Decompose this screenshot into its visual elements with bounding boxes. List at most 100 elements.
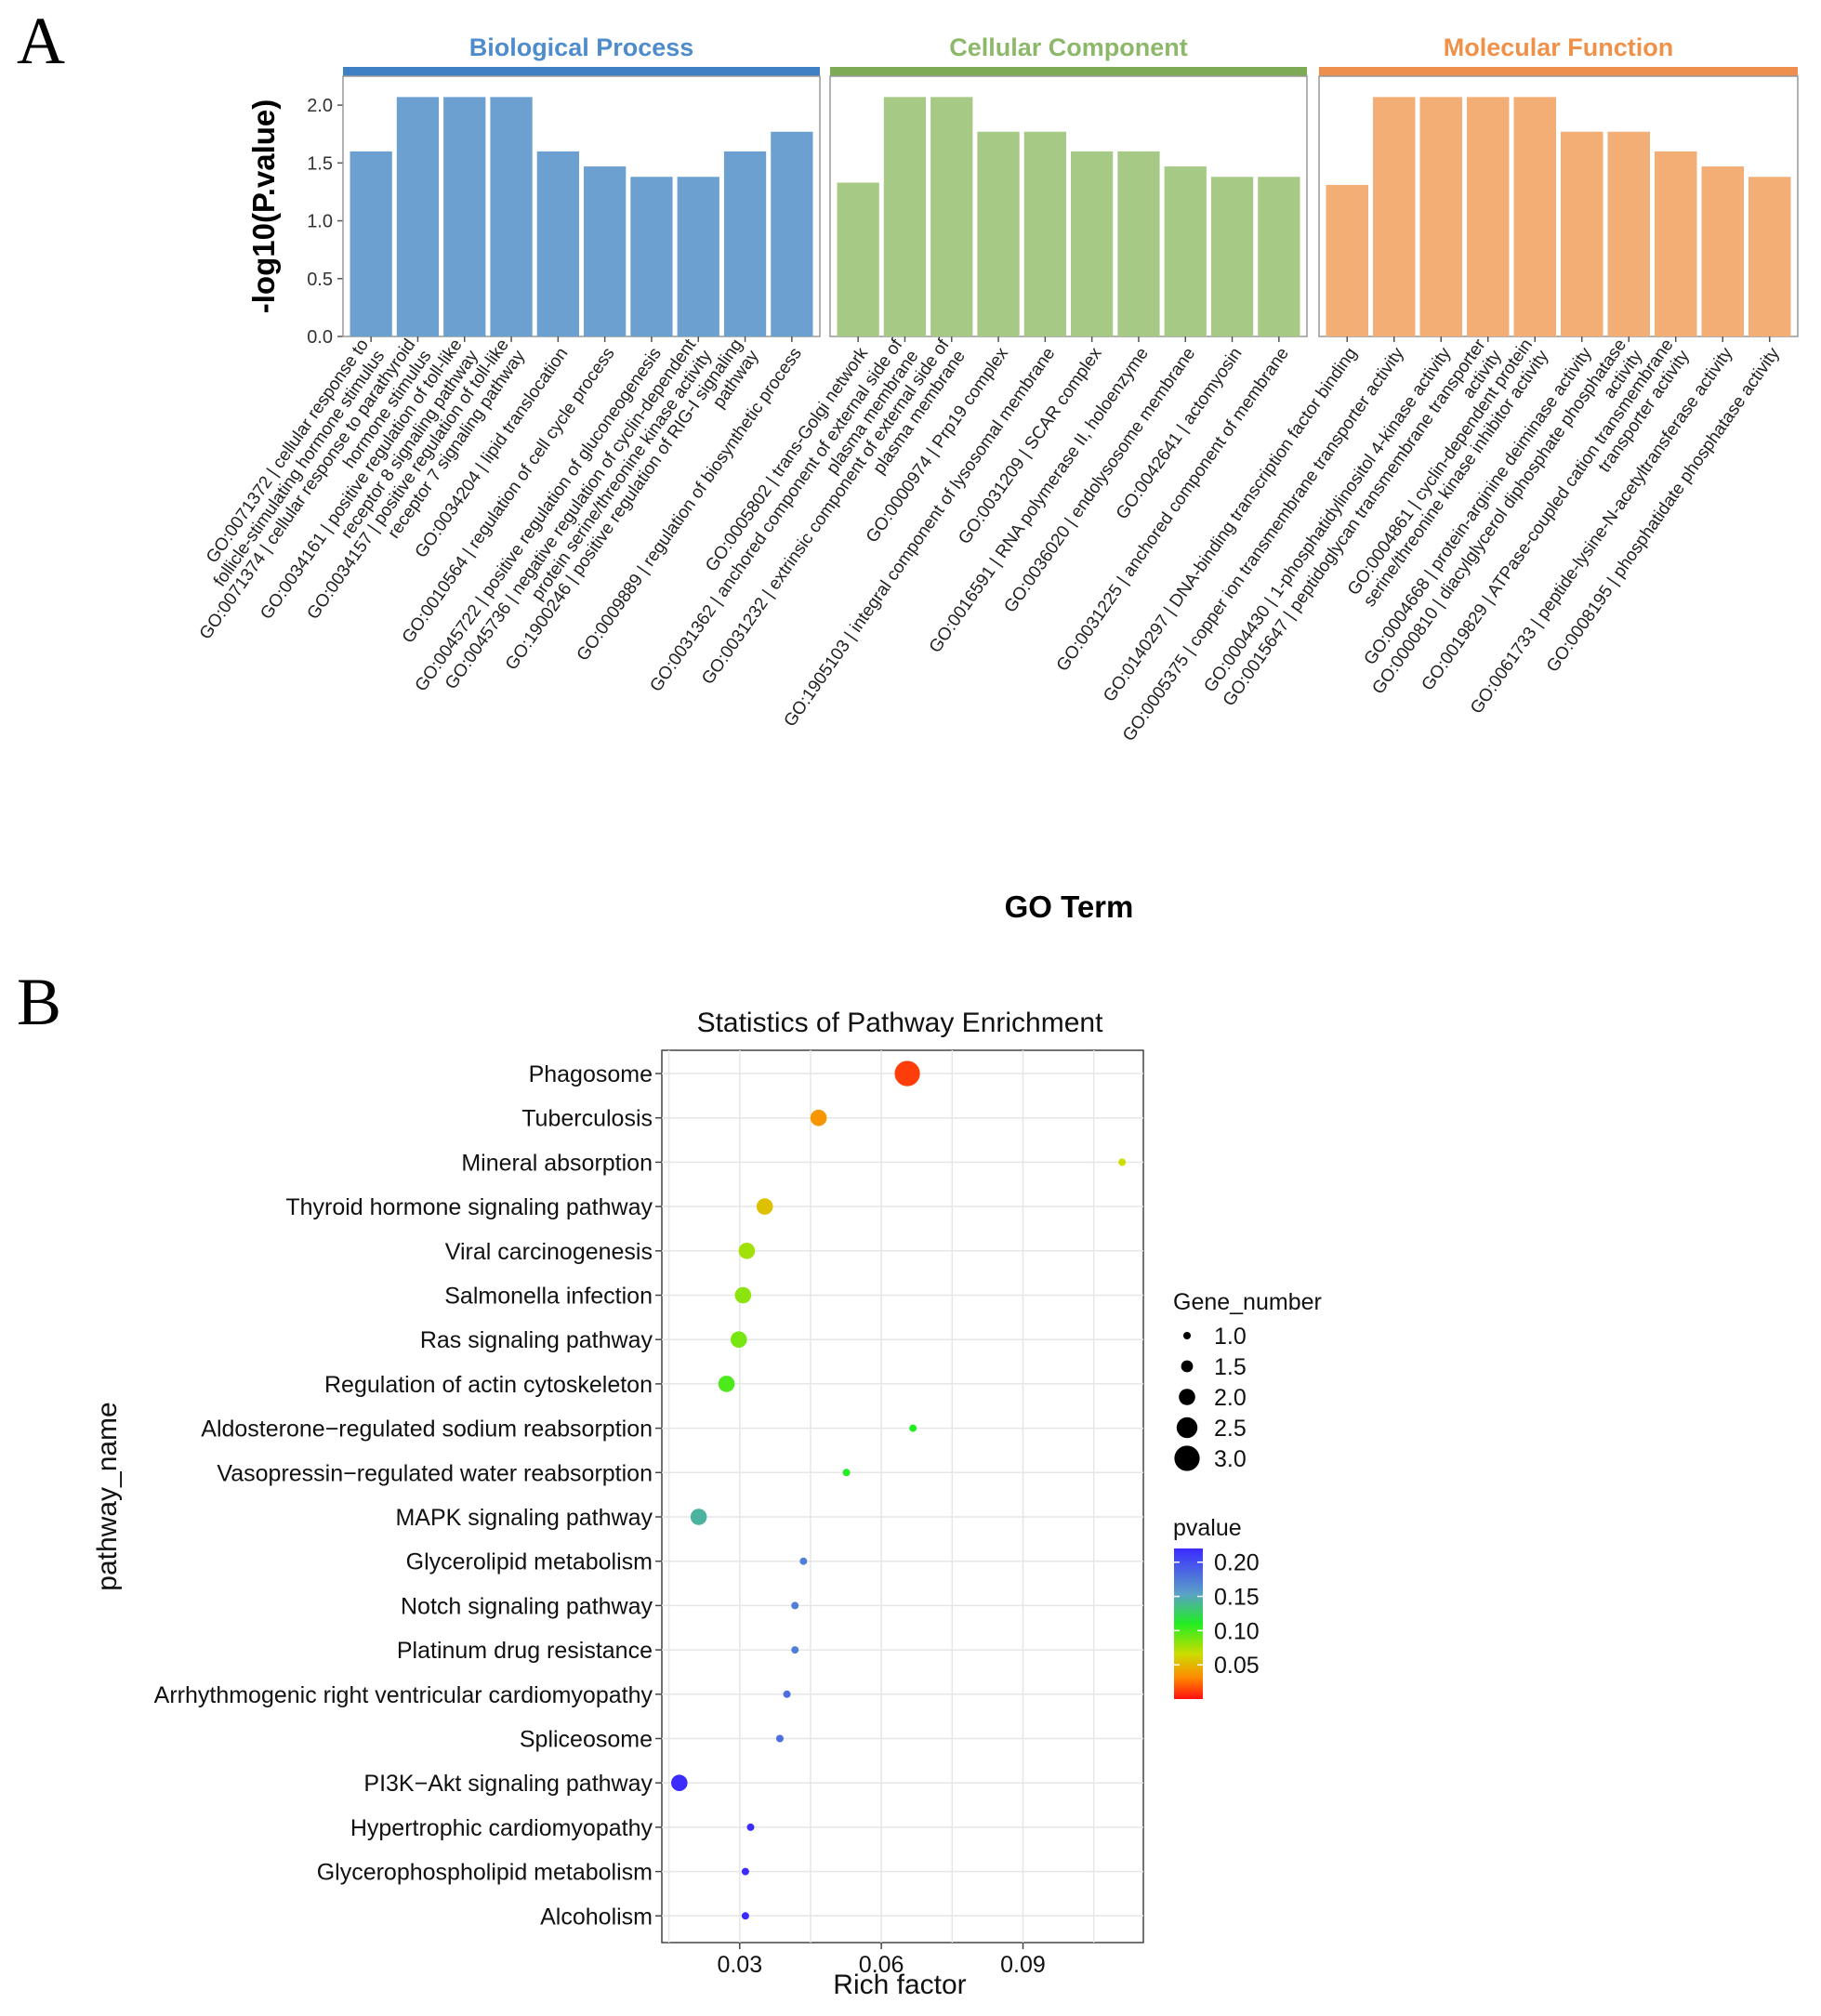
panel-letter-b: B [17, 965, 61, 1039]
bar [1513, 97, 1556, 337]
size-legend-items: 1.0 1.5 2.0 2.5 3.0 [1174, 1324, 1247, 1472]
color-legend-label: 0.20 [1214, 1550, 1260, 1576]
bar [837, 182, 879, 336]
pathway-label: Thyroid hormone signaling pathway [285, 1194, 653, 1220]
pathway-label: Spliceosome [520, 1727, 653, 1753]
color-legend-label: 0.10 [1214, 1618, 1260, 1644]
bar [1071, 151, 1114, 336]
pathway-label: Phagosome [529, 1061, 653, 1087]
pathway-label: Hypertrophic cardiomyopathy [350, 1815, 653, 1841]
go-enrichment-bar-chart: A -log10(P.value) 0.0 0.5 1.0 1.5 2.0 Biolog… [17, 4, 1799, 924]
bubble-salmonella-infection [734, 1286, 752, 1304]
bubble-spliceosome [775, 1734, 784, 1743]
bubble-aldosterone-regulated-sodium-reabsorption [909, 1424, 917, 1432]
pathway-label: Viral carcinogenesis [445, 1239, 653, 1265]
bubble-phagosome [894, 1061, 920, 1087]
panel-letter-a: A [17, 4, 65, 78]
bubble-ras-signaling-pathway [730, 1331, 747, 1348]
pathway-label: PI3K−Akt signaling pathway [363, 1771, 653, 1797]
bar [1373, 97, 1416, 337]
bubble-notch-signaling-pathway [791, 1601, 799, 1610]
x-axis-ticks-b: 0.03 0.06 0.09 [717, 1943, 1046, 1978]
bubble-glycerolipid-metabolism [799, 1557, 808, 1565]
y-tick-label-a: 0.5 [307, 270, 333, 290]
facet-strip [343, 67, 820, 76]
bubbles [670, 1061, 1127, 1920]
size-legend: Gene_number 1.0 1.5 2.0 2.5 3.0 [1173, 1289, 1322, 1472]
size-legend-label: 2.0 [1214, 1385, 1247, 1411]
facet-strip [830, 67, 1307, 76]
bubble-alcoholism [741, 1912, 749, 1920]
bubble-arrhythmogenic-right-ventricular-cardiomyopathy [783, 1690, 791, 1698]
bar [1258, 177, 1300, 336]
size-legend-label: 1.5 [1214, 1354, 1247, 1380]
color-legend-ticks: 0.20 0.15 0.10 0.05 [1174, 1550, 1260, 1679]
size-legend-dot [1174, 1445, 1200, 1471]
size-legend-label: 1.0 [1214, 1324, 1247, 1350]
bar [350, 151, 392, 336]
pathway-label: Arrhythmogenic right ventricular cardiom… [154, 1682, 653, 1708]
bubble-pi3k-akt-signaling-pathway [670, 1774, 688, 1791]
pathway-label: Glycerophospholipid metabolism [317, 1860, 653, 1886]
pathway-label: Alcoholism [540, 1904, 653, 1930]
bar [536, 151, 579, 336]
x-tick-label-a: GO:0016591 | RNA polymerase II, holoenzy… [926, 344, 1153, 656]
pathway-labels: Phagosome Tuberculosis Mineral absorption T… [154, 1061, 662, 1930]
x-tick-label-line: GO:0016591 | RNA polymerase II, holoenzy… [926, 344, 1153, 656]
x-tick-label-b: 0.09 [1000, 1952, 1046, 1978]
y-axis-ticks-a: 0.0 0.5 1.0 1.5 2.0 [307, 96, 343, 348]
facet-title: Biological Process [469, 33, 694, 61]
bar [1210, 177, 1254, 336]
bar [490, 97, 533, 337]
pathway-label: Aldosterone−regulated sodium reabsorptio… [201, 1416, 653, 1443]
size-legend-label: 3.0 [1214, 1446, 1247, 1472]
pathway-label: Salmonella infection [444, 1284, 653, 1310]
bubble-platinum-drug-resistance [791, 1646, 799, 1654]
y-tick-label-a: 1.5 [307, 153, 333, 174]
pathway-label: Vasopressin−regulated water reabsorption [217, 1460, 653, 1486]
size-legend-title: Gene_number [1173, 1289, 1322, 1315]
bubble-tuberculosis [810, 1109, 827, 1127]
bubble-thyroid-hormone-signaling-pathway [756, 1198, 773, 1215]
facet-title: Molecular Function [1444, 33, 1674, 61]
x-axis-title-b: Rich factor [833, 1970, 966, 2000]
bar [1023, 131, 1066, 336]
y-axis-title-b: pathway_name [92, 1402, 123, 1590]
pathway-label: Ras signaling pathway [420, 1327, 653, 1353]
y-tick-label-a: 2.0 [307, 96, 333, 116]
bubble-mineral-absorption [1118, 1158, 1127, 1166]
bar [1326, 184, 1368, 336]
pathway-label: Platinum drug resistance [397, 1638, 653, 1664]
bar [1655, 151, 1697, 336]
bubble-viral-carcinogenesis [738, 1243, 756, 1259]
size-legend-dot [1183, 1332, 1191, 1339]
pathway-label: Glycerolipid metabolism [406, 1549, 653, 1575]
bar [1164, 166, 1207, 336]
bar [630, 177, 673, 336]
pathway-enrichment-bubble-chart: B Statistics of Pathway Enrichment Phago… [17, 965, 1322, 2000]
plot-title-b: Statistics of Pathway Enrichment [697, 1008, 1104, 1038]
pathway-label: Mineral absorption [461, 1150, 653, 1176]
x-axis-title-a: GO Term [1005, 889, 1134, 924]
pathway-label: MAPK signaling pathway [395, 1505, 653, 1531]
bar [443, 97, 486, 337]
bar [1419, 97, 1462, 337]
bubble-vasopressin-regulated-water-reabsorption [842, 1469, 851, 1477]
bar [883, 97, 927, 337]
y-tick-label-a: 0.0 [307, 327, 333, 348]
bar [396, 97, 440, 337]
facet-title: Cellular Component [949, 33, 1188, 61]
color-legend: pvalue 0.20 0.15 0.10 0.05 [1173, 1515, 1260, 1699]
bubble-regulation-of-actin-cytoskeleton [718, 1376, 735, 1392]
grid-lines-b [662, 1050, 1143, 1943]
bar [771, 131, 813, 336]
size-legend-dot [1176, 1416, 1198, 1439]
plot-panel-b [661, 1049, 1144, 1944]
pathway-label: Tuberculosis [521, 1106, 653, 1132]
bubble-hypertrophic-cardiomyopathy [746, 1823, 755, 1831]
color-legend-label: 0.05 [1214, 1653, 1260, 1679]
size-legend-dot [1179, 1389, 1195, 1405]
size-legend-dot [1181, 1360, 1194, 1373]
